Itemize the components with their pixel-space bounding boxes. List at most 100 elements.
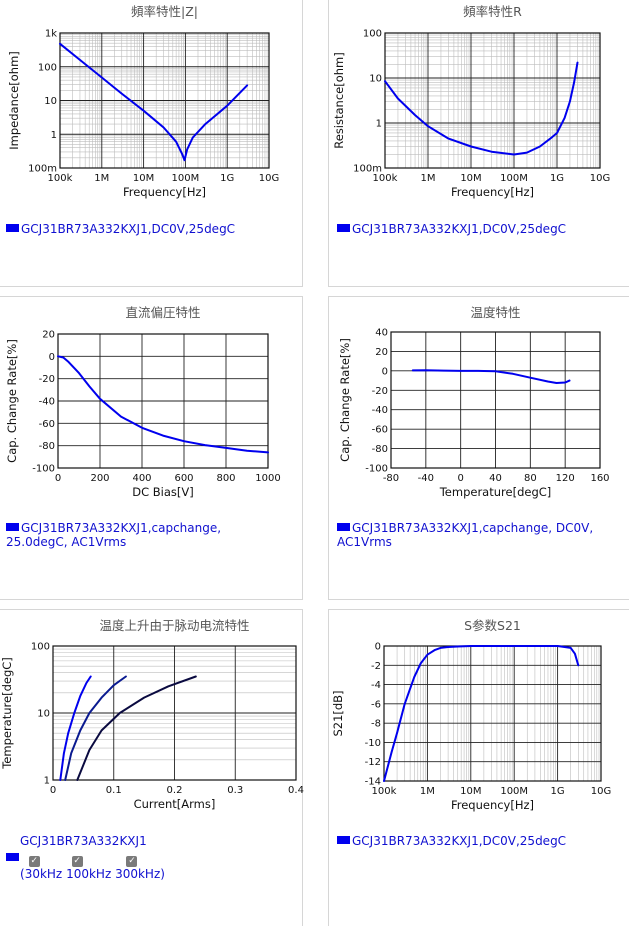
x-tick-label: 100k bbox=[48, 173, 73, 184]
x-tick-label: 100M bbox=[172, 173, 200, 184]
chart-title: 直流偏圧特性 bbox=[125, 305, 200, 320]
x-tick-label: 0.3 bbox=[227, 785, 243, 796]
legend-text: GCJ31BR73A332KXJ1,DC0V,25degC bbox=[352, 222, 567, 236]
y-axis-label: Resistance[ohm] bbox=[332, 52, 346, 148]
x-tick-label: 100M bbox=[500, 786, 528, 797]
x-tick-label: -80 bbox=[383, 473, 399, 484]
chart-title: 温度特性 bbox=[470, 305, 520, 320]
legend-swatch bbox=[6, 853, 19, 861]
x-tick-label: 1M bbox=[421, 173, 436, 184]
legend-swatch bbox=[6, 523, 19, 531]
y-axis-label: Impedance[ohm] bbox=[7, 51, 21, 150]
x-tick-label: 1000 bbox=[255, 473, 280, 484]
plot-frame bbox=[390, 331, 601, 469]
y-tick-label: 1 bbox=[44, 776, 50, 787]
y-tick-label: -10 bbox=[365, 738, 381, 749]
y-tick-label: 10 bbox=[37, 709, 50, 720]
y-tick-label: 0 bbox=[49, 352, 55, 363]
x-tick-label: 0.2 bbox=[167, 785, 183, 796]
chart-title: 温度上升由于脉动电流特性 bbox=[99, 618, 249, 633]
x-tick-label: 100k bbox=[373, 173, 398, 184]
x-tick-label: 0.4 bbox=[288, 785, 304, 796]
x-tick-label: 1M bbox=[420, 786, 435, 797]
x-axis-label: Frequency[Hz] bbox=[451, 185, 534, 199]
y-tick-label: 1 bbox=[51, 130, 57, 141]
x-tick-label: 160 bbox=[590, 473, 609, 484]
legend-text: GCJ31BR73A332KXJ1,capchange, DC0V, AC1Vr… bbox=[337, 521, 594, 549]
plot-frame bbox=[52, 645, 297, 781]
y-axis-label: S21[dB] bbox=[331, 690, 345, 736]
x-tick-label: 0 bbox=[50, 785, 56, 796]
legend-dc-bias: GCJ31BR73A332KXJ1,capchange, 25.0degC, A… bbox=[6, 521, 256, 549]
y-tick-label: -20 bbox=[39, 374, 55, 385]
x-tick-label: 0 bbox=[55, 473, 61, 484]
chart-panel-dc-bias: 0 200 400 600 800 1000 20 0 -20 -40 -60 -80 -100 直流偏圧… bbox=[0, 296, 303, 600]
plot-frame bbox=[57, 333, 269, 469]
y-tick-label: -60 bbox=[39, 419, 55, 430]
series-line bbox=[76, 675, 197, 781]
x-tick-label: 600 bbox=[174, 473, 193, 484]
x-tick-label: 1G bbox=[551, 786, 565, 797]
x-tick-label: 1M bbox=[94, 173, 109, 184]
x-tick-label: 0.1 bbox=[106, 785, 122, 796]
y-tick-label: 0 bbox=[382, 366, 388, 377]
legend-text: GCJ31BR73A332KXJ1,DC0V,25degC bbox=[21, 222, 236, 236]
checkbox-300khz[interactable]: ✓ bbox=[126, 856, 138, 867]
series-line bbox=[64, 675, 127, 781]
plot-frame bbox=[384, 32, 601, 169]
y-tick-label: -60 bbox=[372, 425, 388, 436]
series-line bbox=[411, 369, 571, 384]
y-tick-label: -80 bbox=[39, 441, 55, 452]
y-tick-label: 40 bbox=[375, 328, 388, 339]
y-tick-label: -100 bbox=[365, 464, 388, 475]
checkbox-100khz[interactable]: ✓ bbox=[71, 856, 83, 867]
legend-temperature: GCJ31BR73A332KXJ1,capchange, DC0V, AC1Vr… bbox=[337, 521, 607, 549]
chart-panel-impedance: 100k 1M 10M 100M 1G 10G 1k 100 10 1 100m 頻率特性|Z| Fre… bbox=[0, 0, 303, 287]
y-tick-label: 10 bbox=[44, 96, 57, 107]
x-tick-label: 200 bbox=[90, 473, 109, 484]
y-axis-label: Temperature[degC] bbox=[0, 657, 14, 770]
checkbox-30khz[interactable]: ✓ bbox=[28, 856, 40, 867]
legend-ripple-title: GCJ31BR73A332KXJ1 bbox=[20, 834, 147, 848]
legend-impedance: GCJ31BR73A332KXJ1,DC0V,25degC bbox=[6, 222, 235, 236]
legend-ripple-checks: ✓ ✓ ✓ bbox=[6, 851, 138, 867]
y-tick-label: 1k bbox=[45, 29, 57, 40]
y-tick-label: 20 bbox=[375, 347, 388, 358]
x-tick-label: -40 bbox=[418, 473, 434, 484]
y-tick-label: -14 bbox=[365, 777, 381, 788]
legend-swatch bbox=[337, 224, 350, 232]
y-tick-label: -4 bbox=[371, 680, 381, 691]
legend-label-300khz: 300kHz bbox=[115, 867, 161, 881]
series-line bbox=[59, 675, 92, 781]
legend-ripple-labels: (30kHz 100kHz 300kHz) bbox=[20, 867, 165, 881]
y-tick-label: 100 bbox=[31, 642, 50, 653]
series-line bbox=[57, 355, 269, 454]
x-tick-label: 0 bbox=[457, 473, 463, 484]
y-tick-label: -100 bbox=[32, 464, 55, 475]
y-tick-label: -80 bbox=[372, 444, 388, 455]
legend-swatch bbox=[337, 836, 350, 844]
x-tick-label: 10M bbox=[133, 173, 154, 184]
x-tick-label: 10G bbox=[591, 786, 611, 797]
temperature-chart: -80 -40 0 40 80 120 16040200-20-40-60-80-100温度… bbox=[338, 305, 610, 499]
y-tick-label: -12 bbox=[365, 757, 381, 768]
x-axis-label: DC Bias[V] bbox=[132, 485, 194, 499]
y-tick-label: -8 bbox=[371, 719, 381, 730]
y-tick-label: 10 bbox=[369, 74, 382, 85]
legend-text: GCJ31BR73A332KXJ1 bbox=[20, 834, 147, 848]
chart-panel-ripple-current: 0 0.1 0.2 0.3 0.4 100 10 1 温度上升由于脉动电流特性 Current[A… bbox=[0, 609, 304, 926]
y-tick-label: 100m bbox=[353, 164, 382, 175]
x-tick-label: 120 bbox=[556, 473, 575, 484]
plot-frame bbox=[59, 32, 270, 169]
x-tick-label: 400 bbox=[132, 473, 151, 484]
x-tick-label: 1G bbox=[220, 173, 234, 184]
x-axis-label: Temperature[degC] bbox=[439, 485, 552, 499]
legend-text: GCJ31BR73A332KXJ1,DC0V,25degC bbox=[352, 834, 567, 848]
x-tick-label: 800 bbox=[216, 473, 235, 484]
x-tick-label: 10G bbox=[259, 173, 279, 184]
y-tick-label: 20 bbox=[42, 330, 55, 341]
legend-text: GCJ31BR73A332KXJ1,capchange, 25.0degC, A… bbox=[6, 521, 222, 549]
chart-title: 頻率特性|Z| bbox=[131, 4, 198, 19]
chart-panel-s21: 100k 1M 10M 100M 1G 10G 0 -2 -4 -6 -8 -10 -12 -14 S参数S… bbox=[328, 609, 629, 926]
chart-title: S参数S21 bbox=[464, 618, 521, 633]
